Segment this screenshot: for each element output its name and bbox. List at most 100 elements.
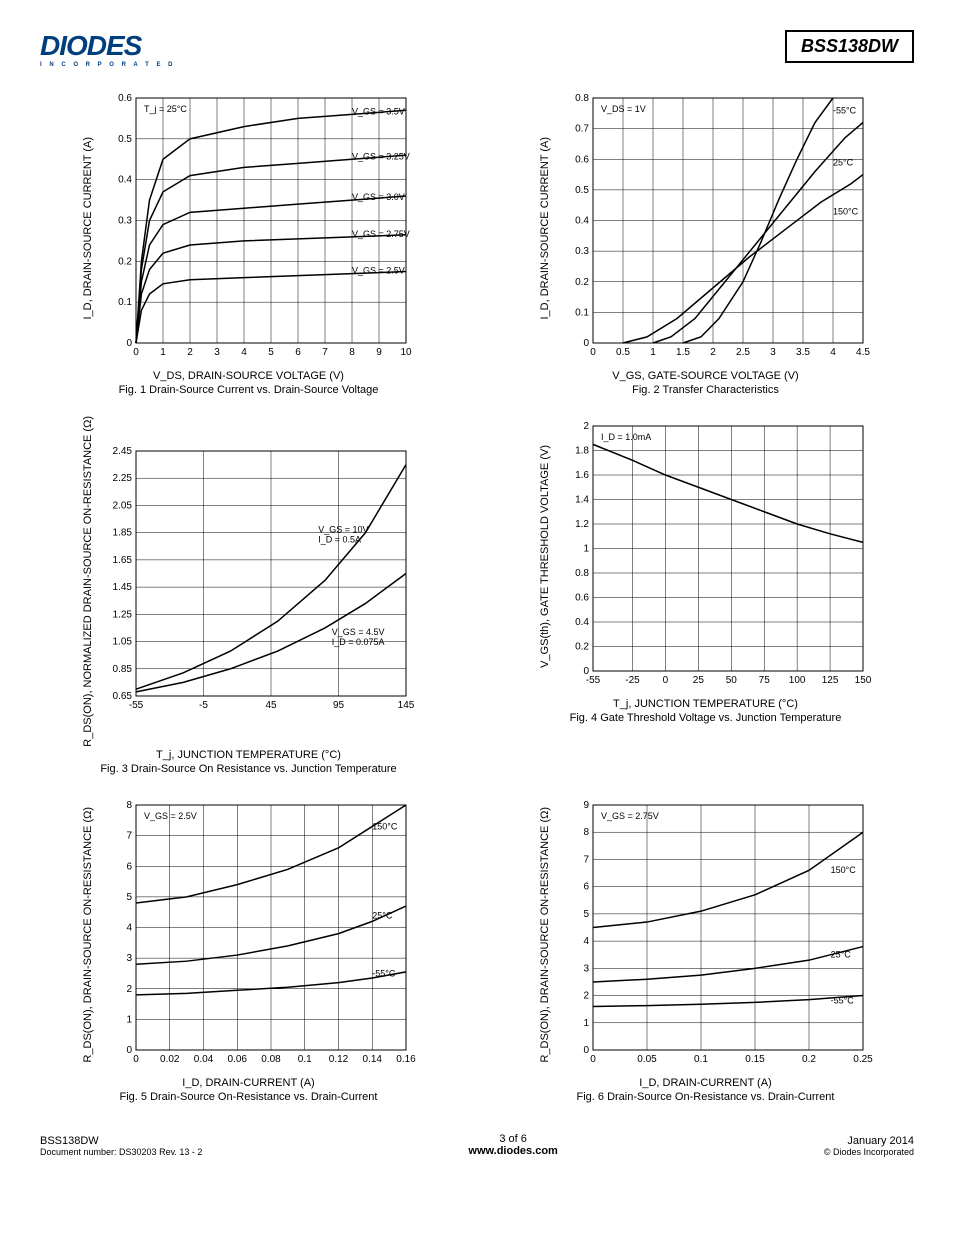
svg-text:8: 8 [583,827,589,838]
svg-text:V_GS = 2.5V: V_GS = 2.5V [144,811,197,821]
chart-xlabel: I_D, DRAIN-CURRENT (A) [182,1077,314,1089]
svg-text:1.45: 1.45 [112,582,132,593]
svg-text:7: 7 [322,347,328,358]
svg-text:25°C: 25°C [372,910,393,920]
chart-svg: 00.020.040.060.080.10.120.140.1601234567… [96,795,416,1075]
svg-text:1: 1 [650,347,656,358]
chart-fig4: V_GS(th), GATE THRESHOLD VOLTAGE (V)-55-… [497,416,914,775]
chart-svg: -55-25025507510012515000.20.40.60.811.21… [553,416,873,696]
svg-text:150°C: 150°C [833,206,859,216]
svg-text:0: 0 [662,675,668,686]
svg-text:0.65: 0.65 [112,691,132,702]
svg-text:145: 145 [397,700,414,711]
chart-ylabel: I_D, DRAIN-SOURCE CURRENT (A) [539,137,551,320]
chart-fig5: R_DS(ON), DRAIN-SOURCE ON-RESISTANCE (Ω)… [40,795,457,1103]
svg-text:45: 45 [265,700,277,711]
svg-text:2: 2 [126,983,132,994]
svg-text:3: 3 [126,953,132,964]
svg-text:1: 1 [583,1017,589,1028]
svg-text:100: 100 [788,675,805,686]
svg-text:75: 75 [758,675,770,686]
svg-text:4: 4 [126,922,132,933]
svg-text:0.1: 0.1 [575,307,589,318]
svg-text:25°C: 25°C [830,949,851,959]
svg-text:1.6: 1.6 [575,470,589,481]
chart-ylabel: R_DS(ON), DRAIN-SOURCE ON-RESISTANCE (Ω) [539,807,551,1063]
chart-xlabel: V_GS, GATE-SOURCE VOLTAGE (V) [612,370,798,382]
svg-text:I_D = 0.5A: I_D = 0.5A [318,535,361,545]
svg-text:2.5: 2.5 [736,347,750,358]
svg-text:-55°C: -55°C [372,968,396,978]
chart-wrap: I_D, DRAIN-SOURCE CURRENT (A)01234567891… [82,88,416,368]
svg-text:3: 3 [214,347,220,358]
svg-text:6: 6 [295,347,301,358]
svg-text:0.05: 0.05 [637,1054,657,1065]
svg-text:0.2: 0.2 [575,642,589,653]
svg-text:0.15: 0.15 [745,1054,765,1065]
chart-ylabel: I_D, DRAIN-SOURCE CURRENT (A) [82,137,94,320]
footer-center: 3 of 6 www.diodes.com [468,1133,557,1157]
svg-text:V_GS = 2.5V: V_GS = 2.5V [352,266,405,276]
chart-wrap: R_DS(ON), DRAIN-SOURCE ON-RESISTANCE (Ω)… [82,795,416,1075]
svg-text:0: 0 [590,1054,596,1065]
chart-wrap: R_DS(ON), NORMALIZED DRAIN-SOURCE ON-RES… [82,416,416,747]
svg-text:0.06: 0.06 [227,1054,247,1065]
chart-xlabel: V_DS, DRAIN-SOURCE VOLTAGE (V) [153,370,344,382]
svg-text:1.8: 1.8 [575,446,589,457]
svg-text:0.4: 0.4 [118,175,132,186]
chart-wrap: I_D, DRAIN-SOURCE CURRENT (A)00.511.522.… [539,88,873,368]
svg-text:5: 5 [126,892,132,903]
footer-date: January 2014 [824,1135,914,1147]
chart-fig2: I_D, DRAIN-SOURCE CURRENT (A)00.511.522.… [497,88,914,396]
chart-svg: 01234567891000.10.20.30.40.50.6V_GS = 3.… [96,88,416,368]
svg-text:0: 0 [583,338,589,349]
svg-text:1: 1 [126,1014,132,1025]
chart-xlabel: I_D, DRAIN-CURRENT (A) [639,1077,771,1089]
svg-text:3.5: 3.5 [796,347,810,358]
chart-caption: Fig. 5 Drain-Source On-Resistance vs. Dr… [120,1091,378,1103]
svg-text:V_GS = 2.75V: V_GS = 2.75V [352,229,410,239]
chart-svg: 00.511.522.533.544.500.10.20.30.40.50.60… [553,88,873,368]
svg-text:0.7: 0.7 [575,124,589,135]
svg-text:V_GS = 2.75V: V_GS = 2.75V [601,811,659,821]
charts-grid: I_D, DRAIN-SOURCE CURRENT (A)01234567891… [40,88,914,1103]
footer: BSS138DW Document number: DS30203 Rev. 1… [40,1133,914,1157]
svg-text:0.85: 0.85 [112,664,132,675]
svg-text:6: 6 [583,881,589,892]
svg-text:1.65: 1.65 [112,555,132,566]
logo-main: DIODES [40,30,190,62]
svg-text:4: 4 [241,347,247,358]
logo: DIODES I N C O R P O R A T E D [40,30,190,68]
svg-text:3: 3 [770,347,776,358]
svg-text:0: 0 [583,1045,589,1056]
svg-text:V_GS = 3.25V: V_GS = 3.25V [352,151,410,161]
svg-text:6: 6 [126,861,132,872]
svg-text:0.4: 0.4 [575,216,589,227]
svg-text:10: 10 [400,347,412,358]
svg-text:0.5: 0.5 [575,185,589,196]
svg-text:150°C: 150°C [830,865,856,875]
chart-wrap: R_DS(ON), DRAIN-SOURCE ON-RESISTANCE (Ω)… [539,795,873,1075]
svg-text:-55°C: -55°C [830,995,854,1005]
chart-caption: Fig. 1 Drain-Source Current vs. Drain-So… [119,384,379,396]
svg-text:4.5: 4.5 [856,347,870,358]
svg-text:8: 8 [349,347,355,358]
footer-page: 3 of 6 [468,1133,557,1145]
chart-fig3: R_DS(ON), NORMALIZED DRAIN-SOURCE ON-RES… [40,416,457,775]
chart-ylabel: R_DS(ON), NORMALIZED DRAIN-SOURCE ON-RES… [82,416,94,747]
svg-text:0.2: 0.2 [118,256,132,267]
svg-text:1.05: 1.05 [112,637,132,648]
svg-text:0.1: 0.1 [297,1054,311,1065]
svg-text:V_GS = 4.5V: V_GS = 4.5V [331,627,384,637]
svg-text:0: 0 [126,1045,132,1056]
svg-text:0.12: 0.12 [328,1054,348,1065]
svg-text:0: 0 [590,347,596,358]
chart-ylabel: V_GS(th), GATE THRESHOLD VOLTAGE (V) [539,445,551,668]
svg-text:0.4: 0.4 [575,617,589,628]
svg-text:0.6: 0.6 [575,593,589,604]
svg-text:V_GS = 3.0V: V_GS = 3.0V [352,192,405,202]
chart-caption: Fig. 6 Drain-Source On-Resistance vs. Dr… [577,1091,835,1103]
svg-text:0.14: 0.14 [362,1054,382,1065]
svg-text:0.5: 0.5 [616,347,630,358]
svg-text:V_GS = 3.5V: V_GS = 3.5V [352,106,405,116]
